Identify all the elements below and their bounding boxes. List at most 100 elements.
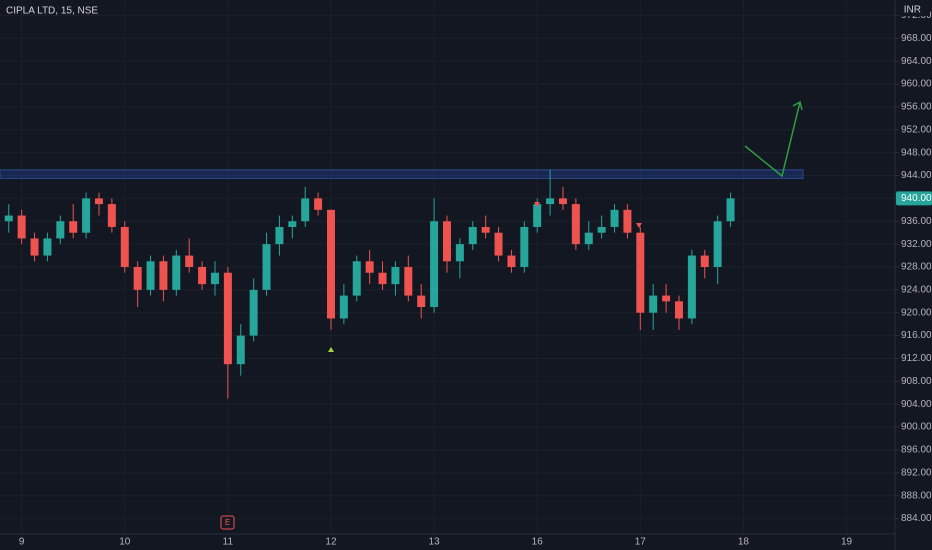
candle-body: [275, 226, 284, 245]
y-tick-label: 912.00: [901, 353, 932, 364]
candle-body: [326, 209, 335, 319]
candle-body: [533, 204, 542, 227]
grid: [0, 0, 895, 534]
candle-body: [365, 261, 374, 273]
y-tick-label: 952.00: [901, 124, 932, 135]
candle-body: [546, 198, 555, 205]
candle-body: [223, 272, 232, 365]
last-price-box: [896, 191, 932, 206]
candle-body: [391, 267, 400, 285]
candle-body: [662, 295, 671, 302]
last-price-label: 940.00: [901, 193, 932, 204]
x-tick-label: 11: [223, 537, 234, 548]
candle-body: [352, 261, 361, 296]
y-tick-label: 968.00: [901, 33, 932, 44]
candle-body: [120, 226, 129, 267]
candle-body: [262, 244, 271, 290]
candle-body: [133, 267, 142, 290]
candle-body: [43, 238, 52, 256]
y-tick-label: 960.00: [901, 79, 932, 90]
candle-body: [146, 261, 155, 290]
signal-down: [636, 223, 642, 228]
candle-body: [674, 301, 683, 319]
candle-body: [236, 335, 245, 365]
y-tick-label: 964.00: [901, 56, 932, 67]
y-tick-label: 944.00: [901, 170, 932, 181]
signal-up: [328, 347, 334, 352]
candle-body: [636, 232, 645, 313]
candle-body: [558, 198, 567, 205]
y-tick-label: 924.00: [901, 285, 932, 296]
candle-body: [314, 198, 323, 210]
earnings-label[interactable]: E: [225, 518, 230, 527]
earnings-icon[interactable]: [220, 515, 235, 530]
candle-body: [571, 204, 580, 245]
y-tick-label: 948.00: [901, 147, 932, 158]
currency-bg: [900, 4, 930, 16]
candle-body: [468, 226, 477, 245]
candle-body: [623, 209, 632, 233]
candle-body: [700, 255, 709, 267]
candle-body: [610, 209, 619, 227]
candle-body: [172, 255, 181, 290]
y-tick-label: 956.00: [901, 102, 932, 113]
x-tick-label: 16: [532, 537, 544, 548]
candle-body: [339, 295, 348, 319]
candle-body: [159, 261, 168, 290]
x-tick-label: 19: [841, 537, 853, 548]
y-tick-label: 888.00: [901, 490, 932, 501]
y-tick-label: 904.00: [901, 399, 932, 410]
candle-body: [520, 226, 529, 267]
candle-body: [107, 204, 116, 227]
y-tick-label: 932.00: [901, 239, 932, 250]
y-tick-label: 884.00: [901, 513, 932, 524]
x-tick-label: 9: [19, 537, 25, 548]
y-tick-label: 896.00: [901, 445, 932, 456]
candle-body: [378, 272, 387, 285]
candle-body: [69, 221, 78, 233]
candle-body: [430, 221, 439, 308]
x-tick-label: 18: [738, 537, 750, 548]
projection-arrow: [744, 101, 801, 178]
x-tick-label: 17: [635, 537, 647, 548]
candle-body: [94, 198, 103, 205]
candle-body: [507, 255, 516, 267]
candle-body: [56, 221, 65, 239]
y-tick-label: 928.00: [901, 262, 932, 273]
candle-body: [417, 295, 426, 308]
candle-body: [713, 221, 722, 267]
y-tick-label: 920.00: [901, 307, 932, 318]
candle-body: [442, 221, 451, 262]
candle-body: [288, 221, 297, 227]
arrow-head: [792, 100, 803, 111]
resistance-zone: [0, 169, 804, 179]
y-tick-label: 916.00: [901, 330, 932, 341]
y-tick-label: 892.00: [901, 467, 932, 478]
y-tick-label: 908.00: [901, 376, 932, 387]
candle-body: [198, 267, 207, 285]
candle-body: [249, 289, 258, 336]
signal-down: [534, 202, 540, 207]
plot-area: [0, 169, 804, 399]
candle-body: [210, 272, 219, 285]
candle-body: [649, 295, 658, 313]
x-tick-label: 10: [119, 537, 131, 548]
axes: 884.00 888.00 892.00 896.00 900.00 904.00 908.…: [19, 10, 932, 548]
candle-body: [481, 226, 490, 233]
currency-label: INR: [904, 5, 921, 16]
candle-body: [17, 215, 26, 239]
candle-body: [30, 238, 39, 256]
chart-title: CIPLA LTD, 15, NSE: [6, 6, 98, 17]
candle-body: [494, 232, 503, 256]
candle-body: [726, 198, 735, 222]
x-tick-label: 12: [325, 537, 337, 548]
y-tick-label: 936.00: [901, 216, 932, 227]
candle-body: [404, 267, 413, 296]
candle-body: [687, 255, 696, 319]
y-tick-label: 900.00: [901, 422, 932, 433]
candle-body: [584, 232, 593, 245]
x-tick-label: 13: [429, 537, 441, 548]
candle-body: [597, 226, 606, 233]
